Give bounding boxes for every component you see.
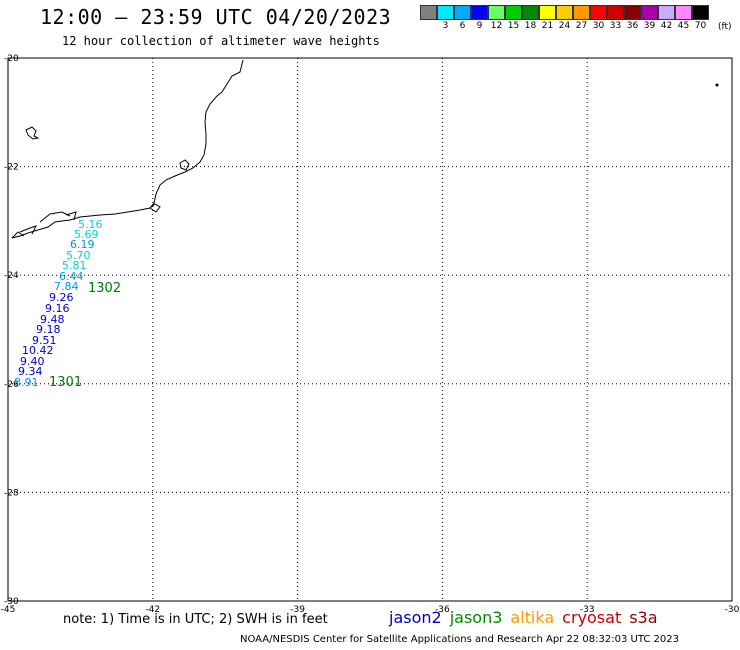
map-subtitle: 12 hour collection of altimeter wave hei…: [62, 34, 380, 48]
island-dot: [715, 83, 719, 87]
colorbar-swatch: [556, 5, 573, 20]
swh-value-label: 9.40: [20, 355, 45, 368]
colorbar-swatch: [641, 5, 658, 20]
lon-tick-label: -36: [435, 605, 450, 615]
swh-value-label: 10.42: [22, 344, 54, 357]
lon-tick-label: -39: [290, 605, 305, 615]
swh-value-label: 5.69: [74, 228, 99, 241]
colorbar-tick-label: 24: [558, 21, 571, 31]
coastline-bay: [11, 203, 161, 239]
colorbar-tick-label: 18: [524, 21, 537, 31]
colorbar-tick-label: 12: [490, 21, 503, 31]
lon-tick-label: -45: [1, 605, 16, 615]
colorbar-swatch: [471, 5, 488, 20]
swh-observations: 5.165.696.195.705.816.447.849.269.169.48…: [14, 218, 103, 389]
lat-tick-label: -20: [4, 54, 19, 64]
colorbar-tick-label: 21: [541, 21, 554, 31]
colorbar-tick-label: 15: [507, 21, 520, 31]
colorbar-swatch: [590, 5, 607, 20]
lat-tick-label: -24: [4, 271, 19, 281]
colorbar-tick-label: 3: [442, 21, 449, 31]
colorbar-swatch: [454, 5, 471, 20]
satellite-legend-jason2: jason2: [389, 608, 442, 627]
colorbar-tick-label: 39: [643, 21, 656, 31]
island-small: [25, 126, 40, 140]
lat-tick-label: -28: [4, 488, 19, 498]
colorbar-swatch: [624, 5, 641, 20]
island: [179, 159, 190, 171]
colorbar-swatch: [488, 5, 505, 20]
colorbar-swatch: [539, 5, 556, 20]
satellite-legend-altika: altika: [510, 608, 555, 627]
colorbar-tick-label: 6: [459, 21, 466, 31]
colorbar-swatch: [573, 5, 590, 20]
coastline: [11, 59, 244, 239]
satellite-legend: jason2 jason3 altika cryosat s3a: [389, 608, 666, 627]
swh-value-label: 9.16: [45, 302, 70, 315]
axis-labels: -45 -42 -39 -36 -33 -30 -20 -22 -24 -26 -28 -30: [1, 54, 740, 615]
colorbar-swatch: [437, 5, 454, 20]
colorbar-unit: (ft): [718, 22, 732, 32]
map-frame: [7, 57, 733, 602]
lon-tick-label: -30: [725, 605, 740, 615]
footer-credit: NOAA/NESDIS Center for Satellite Applica…: [240, 634, 679, 645]
colorbar-swatch: [692, 5, 709, 20]
swh-value-label: 6.19: [70, 238, 95, 251]
swh-value-label: 9.26: [49, 291, 74, 304]
lat-tick-label: -22: [4, 163, 19, 173]
colorbar-tick-label: 9: [476, 21, 483, 31]
swh-value-label: 6.44: [59, 270, 84, 283]
map-title: 12:00 – 23:59 UTC 04/20/2023: [40, 5, 392, 29]
swh-value-label: 9.34: [18, 365, 43, 378]
colorbar-tick-label: 33: [609, 21, 622, 31]
swh-value-label: 5.81: [62, 259, 87, 272]
colorbar-swatch: [607, 5, 624, 20]
pass-label-1301: 1301: [49, 375, 82, 390]
colorbar-tick-label: 36: [626, 21, 639, 31]
swh-value-label: 8.91: [14, 376, 39, 389]
colorbar-tick-label: 42: [660, 21, 673, 31]
colorbar-swatch: [675, 5, 692, 20]
satellite-legend-s3a: s3a: [629, 608, 658, 627]
satellite-legend-cryosat: cryosat: [562, 608, 622, 627]
wave-height-colorbar: [420, 5, 709, 20]
colorbar-swatch: [522, 5, 539, 20]
satellite-legend-jason3: jason3: [449, 608, 503, 627]
colorbar-swatch: [658, 5, 675, 20]
graticule: [8, 58, 732, 601]
colorbar-swatch: [505, 5, 522, 20]
lat-tick-label: -30: [4, 597, 19, 607]
lon-tick-label: -42: [145, 605, 160, 615]
swh-value-label: 9.48: [40, 313, 65, 326]
pass-label-1302: 1302: [88, 281, 121, 296]
swh-value-label: 9.18: [36, 323, 61, 336]
colorbar-tick-label: 30: [592, 21, 605, 31]
swh-value-label: 5.70: [66, 249, 91, 262]
colorbar-tick-label: 27: [575, 21, 588, 31]
lon-tick-label: -33: [580, 605, 595, 615]
colorbar-swatch: [420, 5, 437, 20]
note-text: note: 1) Time is in UTC; 2) SWH is in fe…: [63, 612, 328, 627]
swh-value-label: 7.84: [54, 280, 79, 293]
lat-tick-label: -26: [4, 380, 19, 390]
colorbar-tick-label: 70: [694, 21, 707, 31]
swh-value-label: 5.16: [78, 218, 103, 231]
colorbar-labels: 3 6 9 12 15 18 21 24 27 30 33 36 39 42 45 70: [420, 21, 709, 33]
colorbar-tick-label: 45: [677, 21, 690, 31]
swh-value-label: 9.51: [32, 334, 57, 347]
